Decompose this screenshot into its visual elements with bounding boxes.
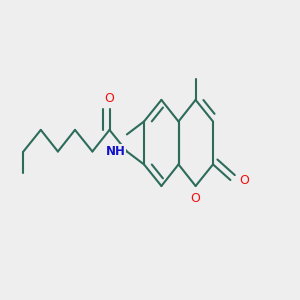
Text: NH: NH (106, 145, 125, 158)
Text: O: O (191, 191, 200, 205)
Text: O: O (105, 92, 114, 106)
Text: O: O (239, 173, 249, 187)
